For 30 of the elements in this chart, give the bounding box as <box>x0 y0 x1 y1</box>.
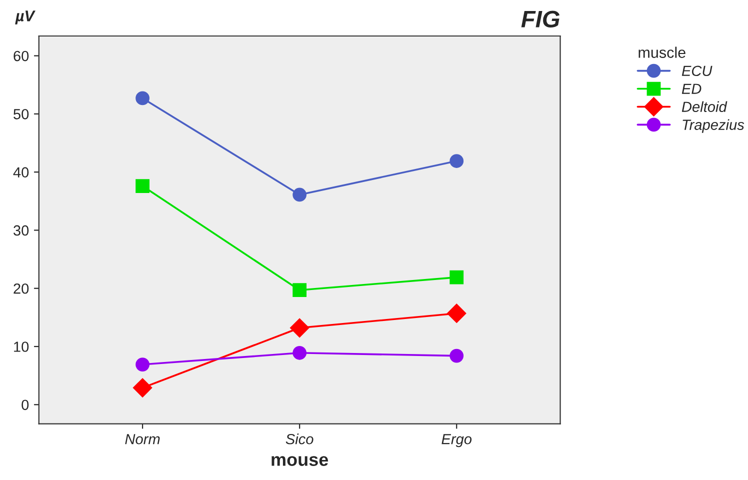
point <box>136 91 150 106</box>
point <box>133 378 152 398</box>
point <box>290 318 310 338</box>
x-tick-label: Ergo <box>442 434 472 448</box>
point <box>292 188 307 202</box>
y-tick-label: 20 <box>14 283 29 294</box>
point <box>136 358 150 372</box>
legend-title: muscle <box>638 46 686 58</box>
y-tick-label: 40 <box>13 167 29 178</box>
y-tick-label: 30 <box>14 225 29 236</box>
x-tick-label: Sico <box>286 434 314 444</box>
chart-title: FIG <box>521 10 560 28</box>
y-tick-label: 50 <box>14 109 29 120</box>
legend-label: Trapezius <box>682 119 744 133</box>
y-tick-label: 0 <box>22 400 29 410</box>
x-axis-title: mouse <box>272 456 328 466</box>
point <box>292 346 307 360</box>
point <box>450 348 464 363</box>
legend-label: ED <box>682 84 702 94</box>
y-axis-title: µV <box>15 10 36 24</box>
legend-label: Deltoid <box>682 101 728 112</box>
y-tick-label: 10 <box>14 342 29 352</box>
point <box>450 270 464 284</box>
x-tick-label: Norm <box>125 434 160 444</box>
point <box>292 283 307 298</box>
point <box>450 154 464 168</box>
y-tick-label: 60 <box>14 50 29 62</box>
point <box>136 179 150 193</box>
point <box>447 304 466 323</box>
legend-label: ECU <box>682 66 712 76</box>
